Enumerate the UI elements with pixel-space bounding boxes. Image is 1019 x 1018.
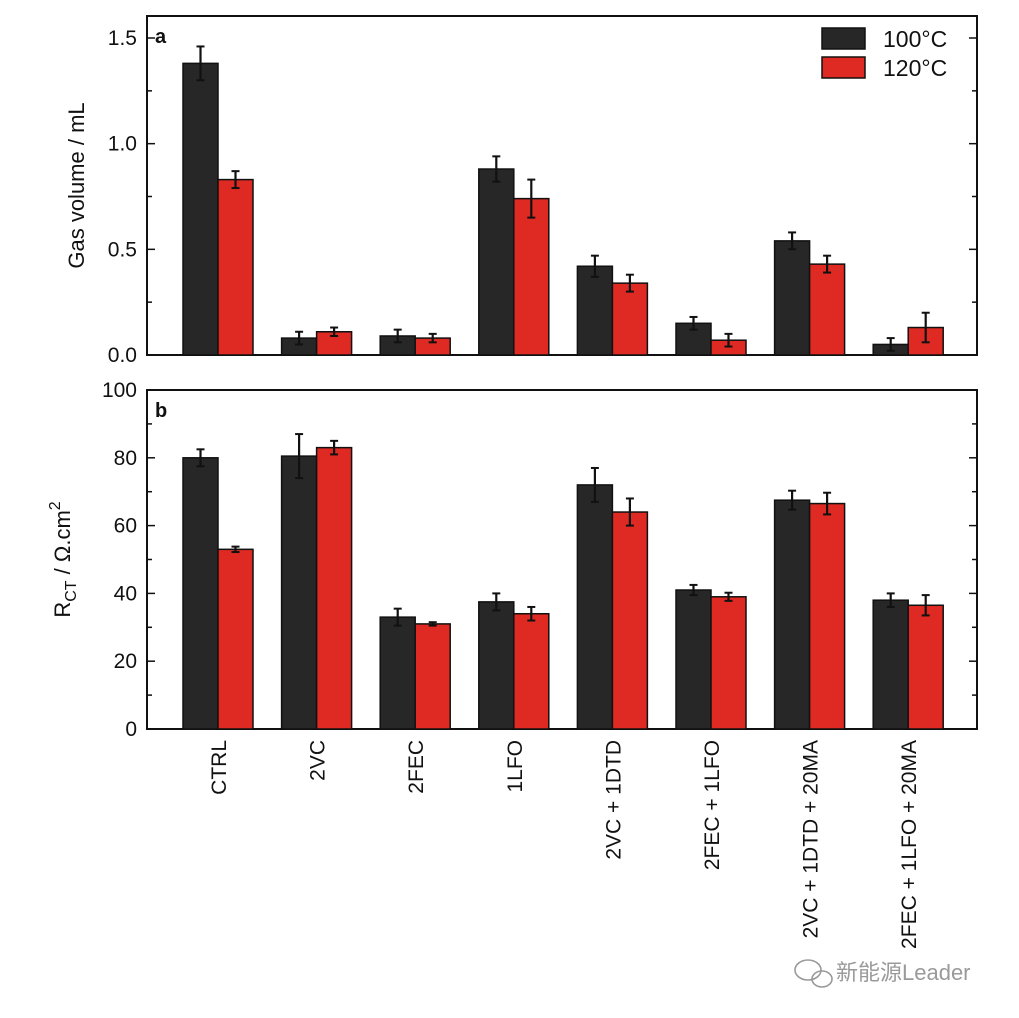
y-tick-label: 20 <box>114 650 137 673</box>
x-category-label: 2FEC + 1LFO <box>701 740 724 870</box>
bar-100c <box>280 455 318 730</box>
y-axis-title-superscript: 2 <box>47 501 64 510</box>
bar-120c <box>315 446 353 730</box>
bar-120c <box>414 623 451 730</box>
wechat-icon <box>794 959 833 988</box>
bar-100c <box>576 265 614 356</box>
legend-swatch-100c <box>821 27 866 50</box>
y-tick-label: 0 <box>125 718 137 741</box>
bar-120c <box>710 596 747 730</box>
category-labels: CTRL 2VC 2FEC 1LFO 2VC + 1DTD 2FEC + 1LFO 2VC … <box>208 740 921 949</box>
bar-100c <box>182 457 219 730</box>
bar-120c <box>907 604 944 730</box>
legend-label: 120°C <box>883 55 947 81</box>
y-tick-label: 0.0 <box>108 344 137 367</box>
bar-120c <box>808 502 846 730</box>
y-axis-title-main: R <box>50 602 75 618</box>
panel-a-gas-volume: 0.0 0.5 1.0 1.5 a Gas volume / mL 100°C 120°C <box>64 15 978 367</box>
bar-100c <box>478 601 515 730</box>
bar-120c <box>217 178 254 356</box>
y-axis-title-unit: / Ω.cm <box>50 510 75 580</box>
x-category-label: 2VC + 1DTD + 20MA <box>800 740 823 938</box>
bar-120c <box>513 197 550 356</box>
legend-swatch-120c <box>821 56 866 79</box>
bar-100c <box>773 240 811 356</box>
bar-120c <box>808 263 846 356</box>
y-axis-title-subscript: CT <box>63 580 80 602</box>
bar-100c <box>872 599 909 730</box>
x-category-label: 2FEC <box>405 740 428 794</box>
bar-120c <box>513 612 550 730</box>
y-axis-title: RCT / Ω.cm2 <box>47 501 80 617</box>
bar-100c <box>773 499 811 730</box>
bar-100c <box>478 168 515 356</box>
y-axis-title: Gas volume / mL <box>64 102 89 268</box>
y-tick-label: 80 <box>114 447 137 470</box>
y-tick-label: 1.0 <box>108 133 137 156</box>
plot-frame <box>146 389 978 730</box>
panel-letter: b <box>155 400 167 422</box>
bar-100c <box>576 484 614 730</box>
x-category-label: 2VC <box>307 740 330 781</box>
watermark-text: 新能源Leader <box>836 960 971 985</box>
y-tick-label: 40 <box>114 582 137 605</box>
y-tick-label: 1.5 <box>108 27 137 50</box>
bar-120c <box>217 548 254 730</box>
watermark: 新能源Leader <box>794 959 971 988</box>
y-tick-label: 60 <box>114 515 137 538</box>
x-category-label: 2VC + 1DTD <box>602 740 625 860</box>
bar-120c <box>611 282 649 356</box>
x-category-label: 2FEC + 1LFO + 20MA <box>898 740 921 949</box>
bar-100c <box>675 589 712 730</box>
y-tick-label: 100 <box>102 379 137 402</box>
bar-120c <box>611 511 649 730</box>
y-tick-label: 0.5 <box>108 238 137 261</box>
legend-label: 100°C <box>883 26 947 52</box>
panel-b-charge-transfer-resistance: 0 20 40 60 80 100 b RCT / Ω.cm2 <box>47 379 978 741</box>
x-category-label: CTRL <box>208 740 231 795</box>
bar-100c <box>182 62 219 356</box>
bar-100c <box>379 616 416 730</box>
x-category-label: 1LFO <box>504 740 527 793</box>
panel-letter: a <box>155 26 167 48</box>
